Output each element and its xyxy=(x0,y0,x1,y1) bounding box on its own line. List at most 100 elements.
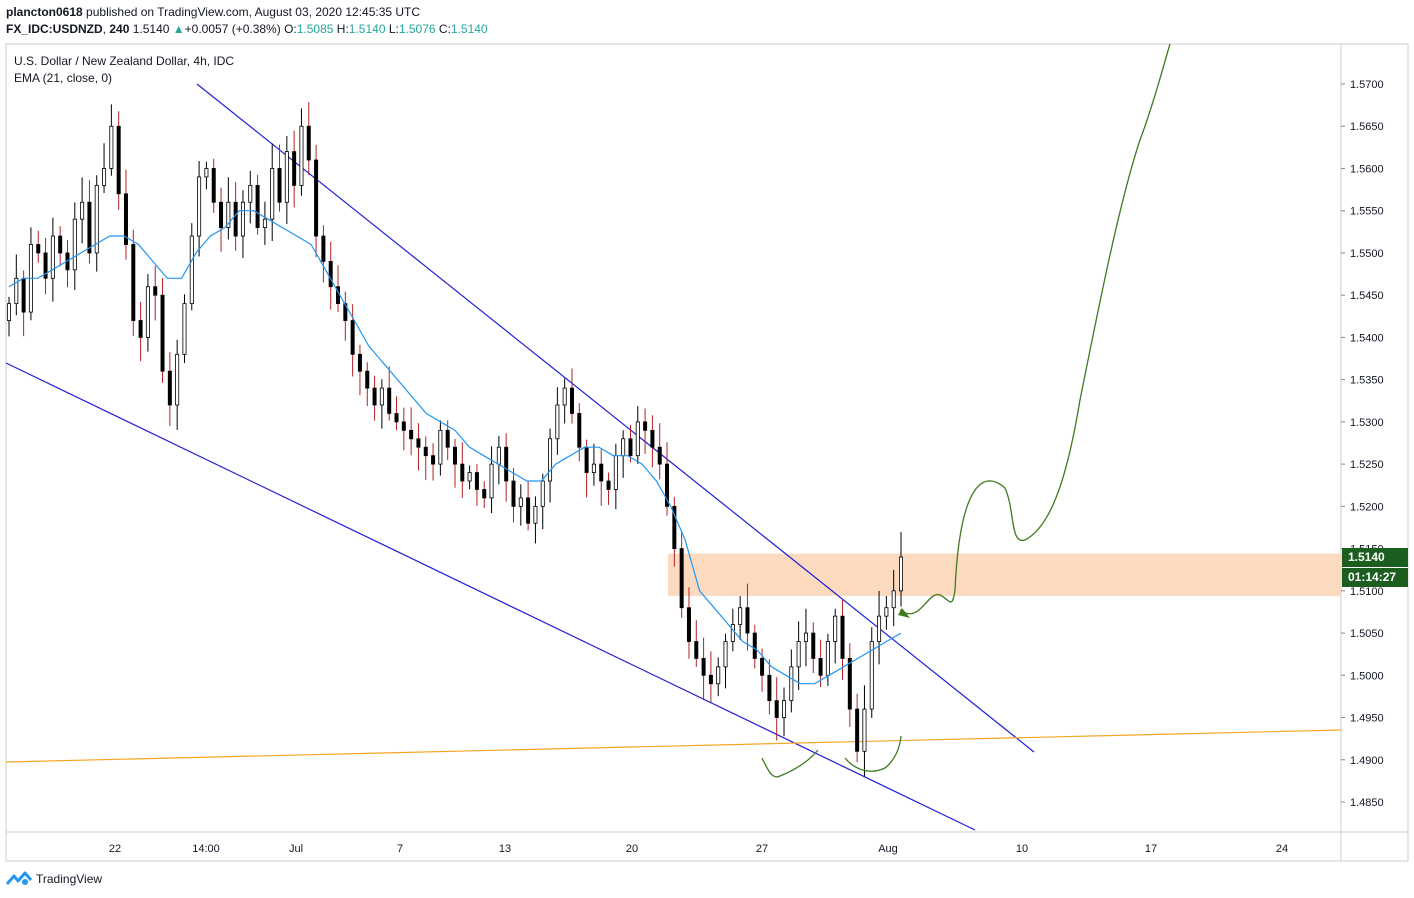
candle-body xyxy=(723,641,728,668)
candle-body xyxy=(818,658,823,676)
candle-body xyxy=(357,353,362,372)
price-tick-label: 1.5700 xyxy=(1350,79,1384,91)
candle-body xyxy=(197,176,202,237)
candle-body xyxy=(665,463,670,507)
candle-body xyxy=(372,387,377,406)
close-value: 1.5140 xyxy=(450,22,488,36)
price-tick-label: 1.5500 xyxy=(1350,248,1384,260)
chart-legend-title: U.S. Dollar / New Zealand Dollar, 4h, ID… xyxy=(14,54,235,68)
tradingview-logo-icon xyxy=(6,871,32,885)
publish-info: plancton0618 published on TradingView.co… xyxy=(6,5,420,19)
candle-body xyxy=(694,641,699,659)
low-label: L: xyxy=(388,22,399,36)
price-tick-label: 1.5000 xyxy=(1350,670,1384,682)
candle-body xyxy=(131,244,136,321)
time-tick-label: Aug xyxy=(878,843,898,855)
candle-body xyxy=(562,387,567,406)
candle-body xyxy=(14,277,19,305)
candle-body xyxy=(518,497,523,507)
time-tick-label: 22 xyxy=(109,843,121,855)
candle-body xyxy=(548,438,553,482)
candle-body xyxy=(167,370,172,406)
symbol-quote-line: FX_IDC:USDNZD, 240 1.5140 ▲+0.0057 (+0.3… xyxy=(6,22,488,36)
price-tick-label: 1.5600 xyxy=(1350,163,1384,175)
candle-body xyxy=(877,615,882,642)
candle-body xyxy=(321,235,326,262)
last-price-tag: 1.5140 xyxy=(1342,548,1408,567)
candle-body xyxy=(613,455,618,490)
time-tick-label: 27 xyxy=(756,843,768,855)
time-axis[interactable]: 22 14:00 Jul 7 13 20 27 Aug 10 17 24 xyxy=(109,843,1288,855)
close-label: C: xyxy=(438,22,451,36)
price-axis[interactable]: 1.5700 1.5650 1.5600 1.5550 1.5500 1.5450 1.54… xyxy=(1341,79,1384,809)
candle-body xyxy=(211,168,216,203)
candle-body xyxy=(840,615,845,659)
candle-body xyxy=(811,632,816,659)
price-tick-label: 1.5250 xyxy=(1350,459,1384,471)
tradingview-logo[interactable]: TradingView xyxy=(6,871,102,887)
candle-body xyxy=(431,455,436,465)
tradingview-brand: TradingView xyxy=(36,872,103,886)
candle-body xyxy=(621,438,626,457)
candle-body xyxy=(314,159,319,237)
publisher-username[interactable]: plancton0618 xyxy=(6,5,83,19)
projection-arrow-icon xyxy=(898,608,910,618)
candle-body xyxy=(401,421,406,431)
candle-body xyxy=(240,201,245,237)
symbol-name: FX_IDC:USDNZD xyxy=(6,22,103,36)
candle-body xyxy=(782,700,787,718)
time-tick-label: 10 xyxy=(1016,843,1028,855)
candle-body xyxy=(328,260,333,288)
candle-body xyxy=(591,463,596,473)
candle-body xyxy=(606,480,611,490)
candle-body xyxy=(72,218,77,271)
candle-body xyxy=(452,446,457,465)
candle-body xyxy=(94,184,99,254)
candle-body xyxy=(102,168,107,186)
time-tick-label: Jul xyxy=(289,843,303,855)
interval-value: 240 xyxy=(109,22,130,36)
candle-body xyxy=(862,708,867,752)
candle-body xyxy=(7,303,12,321)
candle-body xyxy=(774,700,779,718)
candle-body xyxy=(745,607,750,634)
chart-frame xyxy=(5,43,1409,862)
candle-body xyxy=(489,463,494,499)
time-tick-label: 24 xyxy=(1276,843,1288,855)
chart-legend-indicator[interactable]: EMA (21, close, 0) xyxy=(14,71,113,85)
candle-body xyxy=(233,201,238,237)
price-tick-label: 1.5400 xyxy=(1350,332,1384,344)
resistance-zone xyxy=(668,553,1341,596)
candle-body xyxy=(738,607,743,626)
time-tick-label: 17 xyxy=(1145,843,1157,855)
price-tick-label: 1.5650 xyxy=(1350,121,1384,133)
time-tick-label: 13 xyxy=(499,843,511,855)
candle-body xyxy=(182,303,187,355)
candle-body xyxy=(628,438,633,457)
candle-body xyxy=(423,446,428,457)
resistance-zone-layer xyxy=(668,553,1341,596)
candle-body xyxy=(540,480,545,507)
candle-body xyxy=(277,168,282,203)
candle-body xyxy=(416,438,421,448)
candle-body xyxy=(643,421,648,431)
candle-body xyxy=(460,463,465,482)
candle-body xyxy=(123,193,128,245)
price-tick-label: 1.4950 xyxy=(1350,713,1384,725)
candle-body xyxy=(189,235,194,305)
candle-body xyxy=(847,658,852,710)
candle-body xyxy=(379,387,384,406)
projection-path xyxy=(899,43,1171,615)
high-value: 1.5140 xyxy=(348,22,386,36)
candle-body xyxy=(394,413,399,423)
time-tick-label: 14:00 xyxy=(192,843,220,855)
high-label: H: xyxy=(336,22,349,36)
price-tick-label: 1.5200 xyxy=(1350,501,1384,513)
price-tick-label: 1.4900 xyxy=(1350,755,1384,767)
published-text: published on TradingView.com, August 03,… xyxy=(86,5,421,19)
candle-body xyxy=(350,320,355,355)
candle-body xyxy=(504,446,509,482)
time-tick-label: 7 xyxy=(397,843,403,855)
candle-body xyxy=(833,615,838,642)
